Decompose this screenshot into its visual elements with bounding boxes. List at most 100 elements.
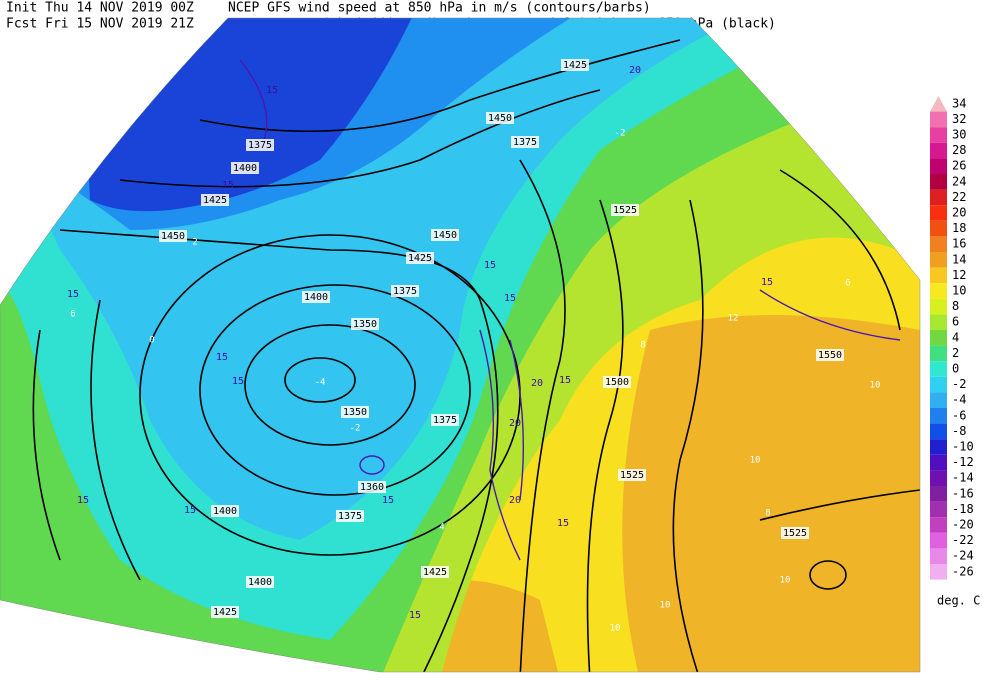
wind-contour <box>509 339 525 501</box>
height-label: 1375 <box>393 286 417 297</box>
height-contour <box>586 199 624 672</box>
height-label-bg <box>486 112 514 124</box>
colorbar-label: 24 <box>952 174 966 188</box>
height-contour <box>779 169 901 331</box>
height-label-bg <box>431 414 459 426</box>
colorbar-swatch <box>930 267 947 284</box>
wind-label: 15 <box>222 180 234 191</box>
colorbar-swatch <box>930 392 947 408</box>
colorbar-label: 14 <box>952 252 966 266</box>
height-label: 1375 <box>513 137 537 148</box>
height-contour <box>809 560 847 590</box>
colorbar-swatch <box>930 376 947 393</box>
height-label-bg <box>391 285 419 297</box>
height-label-bg <box>431 229 459 241</box>
colorbar-label: -8 <box>952 424 966 438</box>
wind-label: 15 <box>216 352 228 363</box>
temperature-label: 10 <box>750 456 761 466</box>
height-label-bg <box>336 510 364 522</box>
temperature-label: 6 <box>70 310 75 320</box>
height-contour <box>519 159 566 672</box>
height-label: 1400 <box>248 577 272 588</box>
wind-label: 15 <box>382 495 394 506</box>
colorbar-label: 10 <box>952 284 966 298</box>
title-line-1: NCEP GFS wind speed at 850 hPa in m/s (c… <box>228 1 651 16</box>
colorbar-label: -24 <box>952 549 974 563</box>
colorbar-swatch <box>930 564 947 580</box>
wind-label: 15 <box>559 375 571 386</box>
colorbar-label: -12 <box>952 455 974 469</box>
height-label: 1425 <box>423 567 447 578</box>
height-label: 1525 <box>783 528 807 539</box>
colorbar-label: 4 <box>952 330 959 344</box>
wind-label: 15 <box>557 518 569 529</box>
height-contour <box>119 89 601 188</box>
colorbar-swatch <box>930 439 947 455</box>
height-label: 1350 <box>343 407 367 418</box>
wind-label: 15 <box>409 610 421 621</box>
wind-label: 15 <box>232 376 244 387</box>
height-label: 1425 <box>203 195 227 206</box>
forecast-time: Fcst Fri 15 NOV 2019 21Z <box>6 17 194 32</box>
height-label-bg <box>341 406 369 418</box>
colorbar-swatch <box>930 532 947 549</box>
colorbar-label: -6 <box>952 408 966 422</box>
colorbar-swatch <box>930 142 947 159</box>
wind-label: 20 <box>629 65 641 76</box>
colorbar-label: 16 <box>952 237 966 251</box>
wind-label: 20 <box>531 378 543 389</box>
height-label-bg <box>351 318 379 330</box>
map-labels: 1450 1375 1525 1450 1450 1425 1400 1375 1350 1350… <box>67 59 880 634</box>
colorbar-swatch <box>930 205 947 221</box>
height-contour <box>759 489 920 521</box>
height-label-bg <box>561 59 589 71</box>
height-contour <box>199 39 681 133</box>
height-label-bg <box>159 230 187 242</box>
colorbar-label: -18 <box>952 502 974 516</box>
temperature-label: 4 <box>439 523 444 533</box>
colorbar-swatch <box>930 189 947 206</box>
wind-label: 20 <box>509 418 521 429</box>
height-label: 1375 <box>338 511 362 522</box>
colorbar-swatch <box>930 158 947 174</box>
wind-label: 20 <box>509 495 521 506</box>
colorbar-swatch <box>930 517 947 533</box>
colorbar-swatch <box>930 486 947 502</box>
colorbar-label: -26 <box>952 564 974 578</box>
colorbar-swatch <box>930 548 947 564</box>
wind-contours <box>239 59 901 561</box>
height-label-bg <box>211 505 239 517</box>
height-label-bg <box>611 204 639 216</box>
colorbar-label: 20 <box>952 206 966 220</box>
height-label-bg <box>231 162 259 174</box>
height-label-bg <box>421 566 449 578</box>
colorbar-swatch <box>930 236 947 252</box>
wind-contour <box>759 289 901 341</box>
height-contour <box>59 229 499 672</box>
colorbar-label: 12 <box>952 268 966 282</box>
height-label-bg <box>781 527 809 539</box>
temperature-label: -2 <box>615 129 626 139</box>
height-contour <box>90 299 141 581</box>
temperature-label: 10 <box>870 381 881 391</box>
colorbar-swatch <box>930 220 947 237</box>
temperature-label: 12 <box>728 314 739 324</box>
wind-label: 15 <box>67 289 79 300</box>
height-label: 1360 <box>360 482 384 493</box>
colorbar-swatch <box>930 314 947 330</box>
colorbar-label: 32 <box>952 112 966 126</box>
height-label-bg <box>406 252 434 264</box>
height-contour <box>284 357 356 403</box>
height-label: 1425 <box>408 253 432 264</box>
colorbar-swatch <box>930 361 947 377</box>
colorbar-swatch <box>930 283 947 299</box>
height-contour <box>672 199 704 672</box>
colorbar-swatch <box>930 501 947 518</box>
wind-label: 15 <box>761 277 773 288</box>
height-label-bg <box>816 349 844 361</box>
height-label-bg <box>211 606 239 618</box>
height-label: 1400 <box>233 163 257 174</box>
height-label: 1400 <box>213 506 237 517</box>
